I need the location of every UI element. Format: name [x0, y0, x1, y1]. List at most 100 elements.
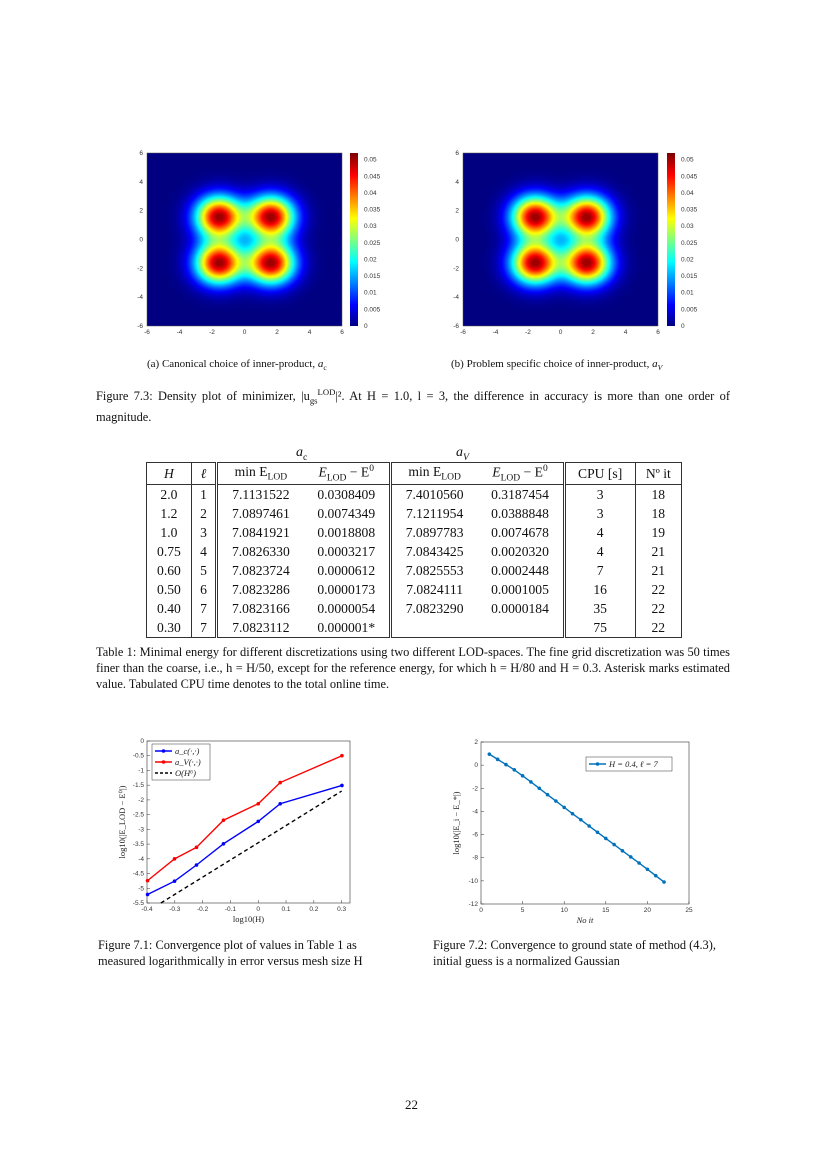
x-tick-label: 0.2: [309, 906, 318, 913]
x-tick-label: 4: [624, 329, 628, 336]
cell-H: 0.30: [157, 619, 181, 635]
y-tick-label: -1.5: [133, 782, 145, 789]
cell-ac-error: 0.0003217: [317, 543, 376, 559]
y-tick-label: -8: [472, 855, 478, 862]
y-tick-label: -12: [469, 901, 479, 908]
y-tick-label: 6: [455, 150, 459, 157]
colorbar-b: [667, 153, 675, 326]
cell-ell: 2: [190, 504, 217, 523]
cell-av-error: 0.0388848: [491, 505, 549, 521]
cell-av-error: 0.0020320: [491, 543, 549, 559]
data-point-0: [545, 792, 550, 797]
colorbar-tick-label: 0.04: [681, 190, 694, 197]
cell-cpu: 4: [562, 523, 636, 542]
y-tick-label: -2: [137, 265, 143, 272]
cell-av-min-e: 7.4010560: [388, 484, 478, 504]
y-tick-label: 0: [139, 237, 143, 244]
table-header-row: H ℓ min ELOD ELOD − E0 min ELOD ELOD − E…: [146, 462, 682, 485]
x-tick-label: 25: [685, 907, 693, 914]
cell-av-min-e: 7.1211954: [388, 504, 478, 523]
cell-ac-min-e: 7.0841921: [215, 523, 304, 542]
y-tick-label: 4: [455, 179, 459, 186]
colorbar-tick-label: 0.05: [681, 157, 694, 164]
table-row: 1.2 2 7.0897461 0.0074349 7.1211954 0.0388848…: [147, 504, 682, 523]
x-tick-label: 0.1: [282, 906, 291, 913]
y-tick-label: -6: [453, 323, 459, 330]
data-point-0: [620, 848, 625, 853]
y-tick-label: -2.5: [133, 812, 145, 819]
data-point-0: [194, 863, 199, 867]
x-tick-label: 4: [308, 329, 312, 336]
cell-ac-error: 0.0000173: [317, 581, 376, 597]
cell-ac-min-e: 7.0823112: [215, 618, 304, 638]
y-tick-label: 2: [139, 208, 143, 215]
data-point-1: [340, 753, 344, 758]
cell-iterations: 18: [634, 484, 682, 504]
legend-marker: [595, 762, 600, 766]
cell-av-error: 0.0001005: [491, 581, 549, 597]
cell-ell: 3: [190, 523, 217, 542]
series-line-0: [488, 753, 665, 883]
data-point-0: [662, 880, 666, 884]
x-tick-label: 0.3: [337, 906, 346, 913]
y-tick-label: -3.5: [133, 841, 145, 848]
cell-H: 0.40: [157, 600, 181, 616]
header-iterations: Nº it: [634, 462, 682, 485]
y-tick-label: 2: [455, 208, 459, 215]
y-tick-label: -3: [138, 826, 144, 833]
cell-ell: 7: [190, 599, 217, 618]
cell-av-min-e: 7.0823290: [388, 599, 478, 618]
colorbar-tick-label: 0.03: [681, 223, 694, 230]
data-point-0: [340, 783, 344, 788]
y-tick-label: -4: [472, 808, 478, 815]
x-tick-label: 0: [479, 907, 483, 914]
legend-label: H = 0.4, ℓ = 7: [608, 759, 659, 769]
cell-av-min-e: 7.0897783: [388, 523, 478, 542]
x-tick-label: -4: [177, 329, 183, 336]
cell-av-min-e: 7.0824111: [388, 580, 478, 599]
table-row: 0.60 5 7.0823724 0.0000612 7.0825553 0.000244…: [147, 561, 682, 580]
header-av-error: ELOD − E0: [492, 463, 548, 484]
colorbar-tick-label: 0.005: [364, 306, 381, 313]
x-tick-label: -2: [209, 329, 215, 336]
y-tick-label: -4: [137, 294, 143, 301]
colorbar-tick-label: 0.025: [364, 240, 381, 247]
x-tick-label: 2: [591, 329, 595, 336]
heatmap-b-axes: -6 -4 -2 0 2 4 6 -6 -4 -2 0 2 4 6 0 0.005 0.01 0.015 0.02 0…: [453, 150, 698, 336]
figure-7-1-chart: -0.4 -0.3 -0.2 -0.1 0 0.1 0.2 0.3 0 -0.5 -1 -1.5 -2 -…: [117, 738, 351, 924]
data-point-0: [487, 752, 492, 756]
cell-H: 0.60: [157, 562, 181, 578]
cell-ac-error: 0.0308409: [317, 486, 376, 502]
cell-ac-error: 0.0074349: [317, 505, 376, 521]
cell-H: 2.0: [160, 486, 178, 502]
header-H: H: [164, 465, 174, 481]
cell-ell: 6: [190, 580, 217, 599]
y-tick-label: -4.5: [133, 871, 145, 878]
colorbar-tick-label: 0.01: [364, 290, 377, 297]
data-point-0: [537, 786, 542, 791]
figure-7-2-caption: Figure 7.2: Convergence to ground state …: [433, 938, 716, 968]
cell-iterations: 22: [634, 599, 682, 618]
colorbar-tick-label: 0.035: [364, 207, 381, 214]
colorbar-a: [350, 153, 358, 326]
colorbar-tick-label: 0.045: [681, 173, 698, 180]
cell-ac-min-e: 7.0823286: [215, 580, 304, 599]
data-point-0: [595, 830, 600, 835]
x-tick-label: 6: [656, 329, 660, 336]
x-tick-label: -0.1: [225, 906, 237, 913]
x-tick-label: -0.4: [141, 906, 153, 913]
header-av-min-e: min ELOD: [388, 462, 478, 485]
subfigure-caption-a: (a) Canonical choice of inner-product, a…: [147, 358, 327, 373]
cell-cpu: 3: [562, 484, 636, 504]
cell-ell: 5: [190, 561, 217, 580]
cell-iterations: 21: [634, 561, 682, 580]
cell-cpu: 35: [562, 599, 636, 618]
cell-H: 0.50: [157, 581, 181, 597]
colorbar-tick-label: 0.045: [364, 173, 381, 180]
y-tick-label: -2: [138, 797, 144, 804]
data-point-1: [172, 857, 177, 861]
data-point-0: [653, 873, 658, 878]
y-axis-label: log10(|E_i − E_*|): [451, 791, 461, 854]
data-point-0: [221, 841, 226, 846]
